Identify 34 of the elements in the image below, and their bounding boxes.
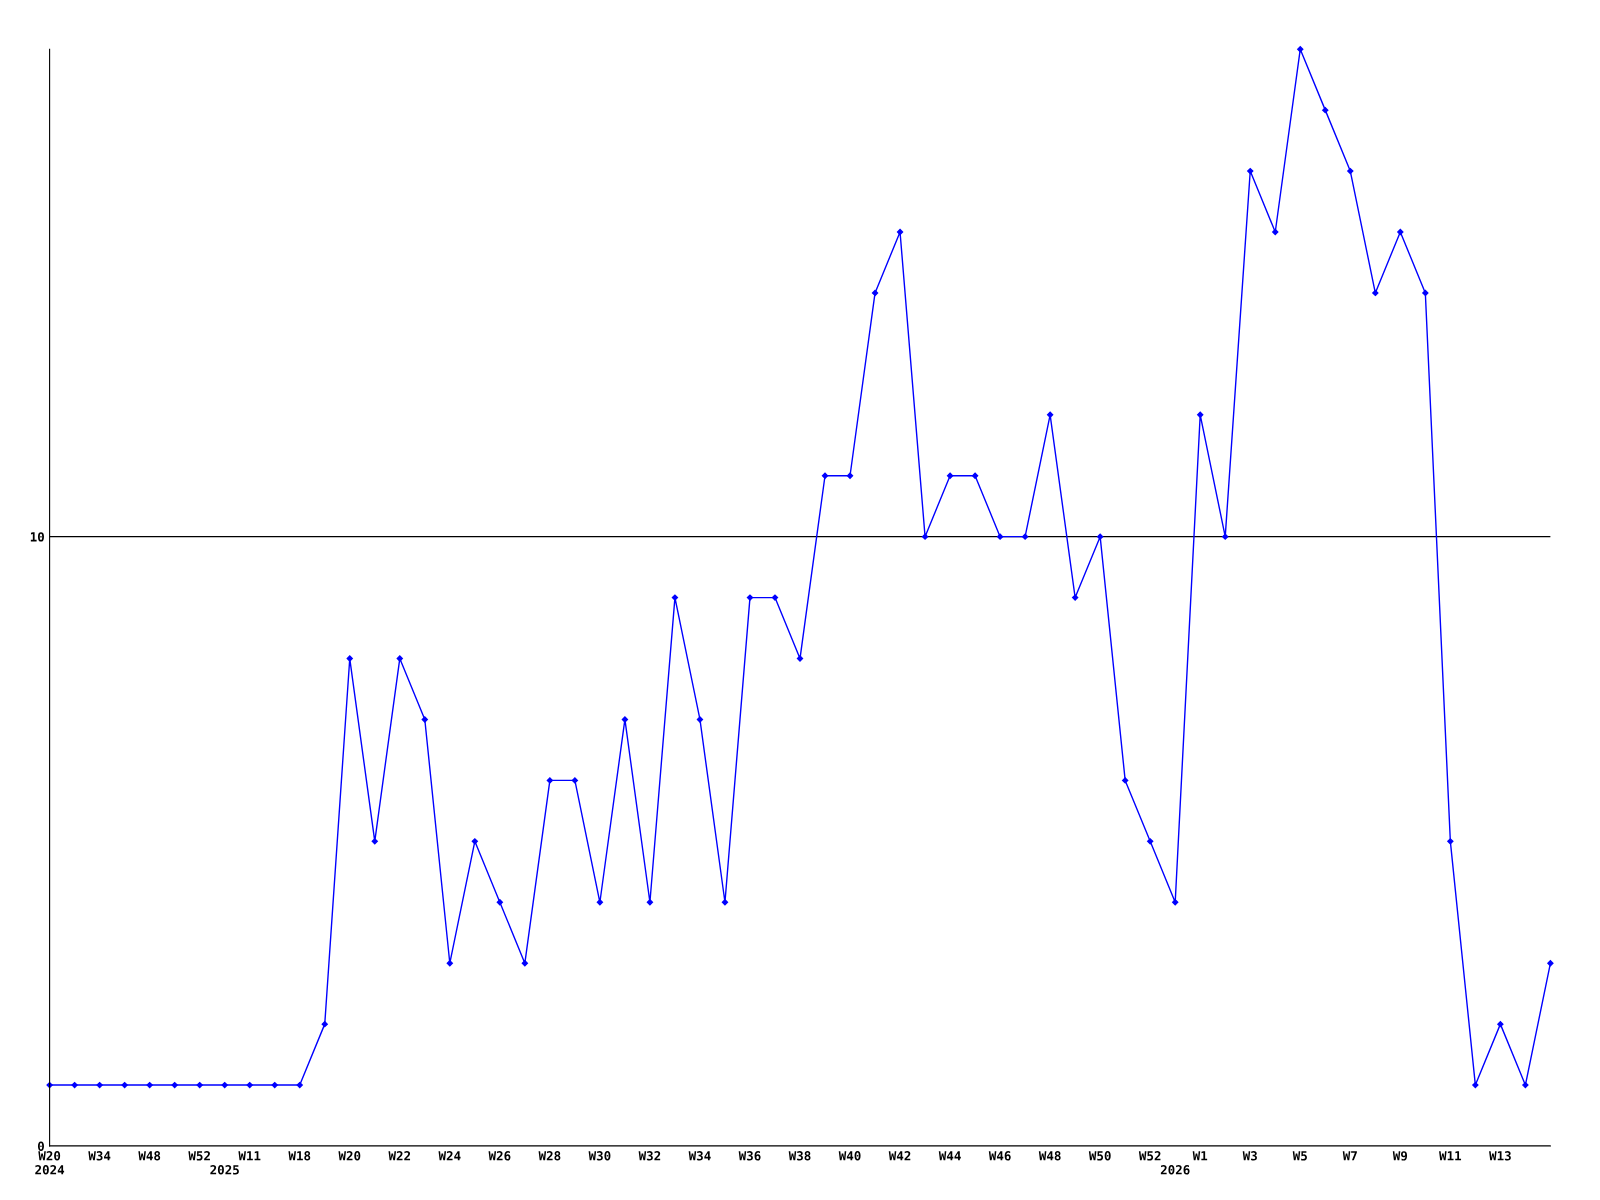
x-tick-label: W7: [1342, 1151, 1357, 1161]
x-tick-label: W40: [838, 1151, 861, 1161]
x-tick-label: W1: [1192, 1151, 1208, 1161]
x-tick-label: W24: [438, 1151, 461, 1161]
x-tick-label: W9: [1392, 1151, 1408, 1161]
x-tick-label: W11: [1439, 1151, 1462, 1161]
x-tick-label: W20 2024: [35, 1151, 65, 1175]
x-tick-label: W36: [738, 1151, 761, 1161]
x-tick-label: W20: [338, 1151, 361, 1161]
x-tick-label: W50: [1088, 1151, 1111, 1161]
x-tick-label: W48: [138, 1151, 161, 1161]
y-tick-label: 0: [37, 1141, 44, 1151]
x-tick-label: W48: [1038, 1151, 1061, 1161]
x-tick-label: W13: [1489, 1151, 1511, 1161]
x-tick-label: W22: [388, 1151, 411, 1161]
x-tick-label: W32: [638, 1151, 661, 1161]
x-tick-label: 2025: [210, 1165, 239, 1175]
x-tick-label: W44: [938, 1151, 961, 1161]
x-tick-label: W3: [1242, 1151, 1257, 1161]
y-tick-label: 10: [30, 532, 44, 542]
x-tick-label: W5: [1292, 1151, 1307, 1161]
x-tick-label: W26: [488, 1151, 511, 1161]
x-tick-label: 2026: [1160, 1165, 1190, 1175]
x-tick-label: W52: [188, 1151, 210, 1161]
x-tick-label: W52: [1138, 1151, 1161, 1161]
x-tick-label: W18: [288, 1151, 311, 1161]
x-tick-label: W30: [588, 1151, 611, 1161]
x-tick-label: W46: [988, 1151, 1011, 1161]
x-tick-label: W34: [688, 1151, 711, 1161]
x-tick-label: W34: [88, 1151, 111, 1161]
x-tick-label: W11: [238, 1151, 261, 1161]
x-tick-label: W28: [538, 1151, 561, 1161]
x-tick-label: W42: [888, 1151, 911, 1161]
x-tick-label: W38: [788, 1151, 811, 1161]
